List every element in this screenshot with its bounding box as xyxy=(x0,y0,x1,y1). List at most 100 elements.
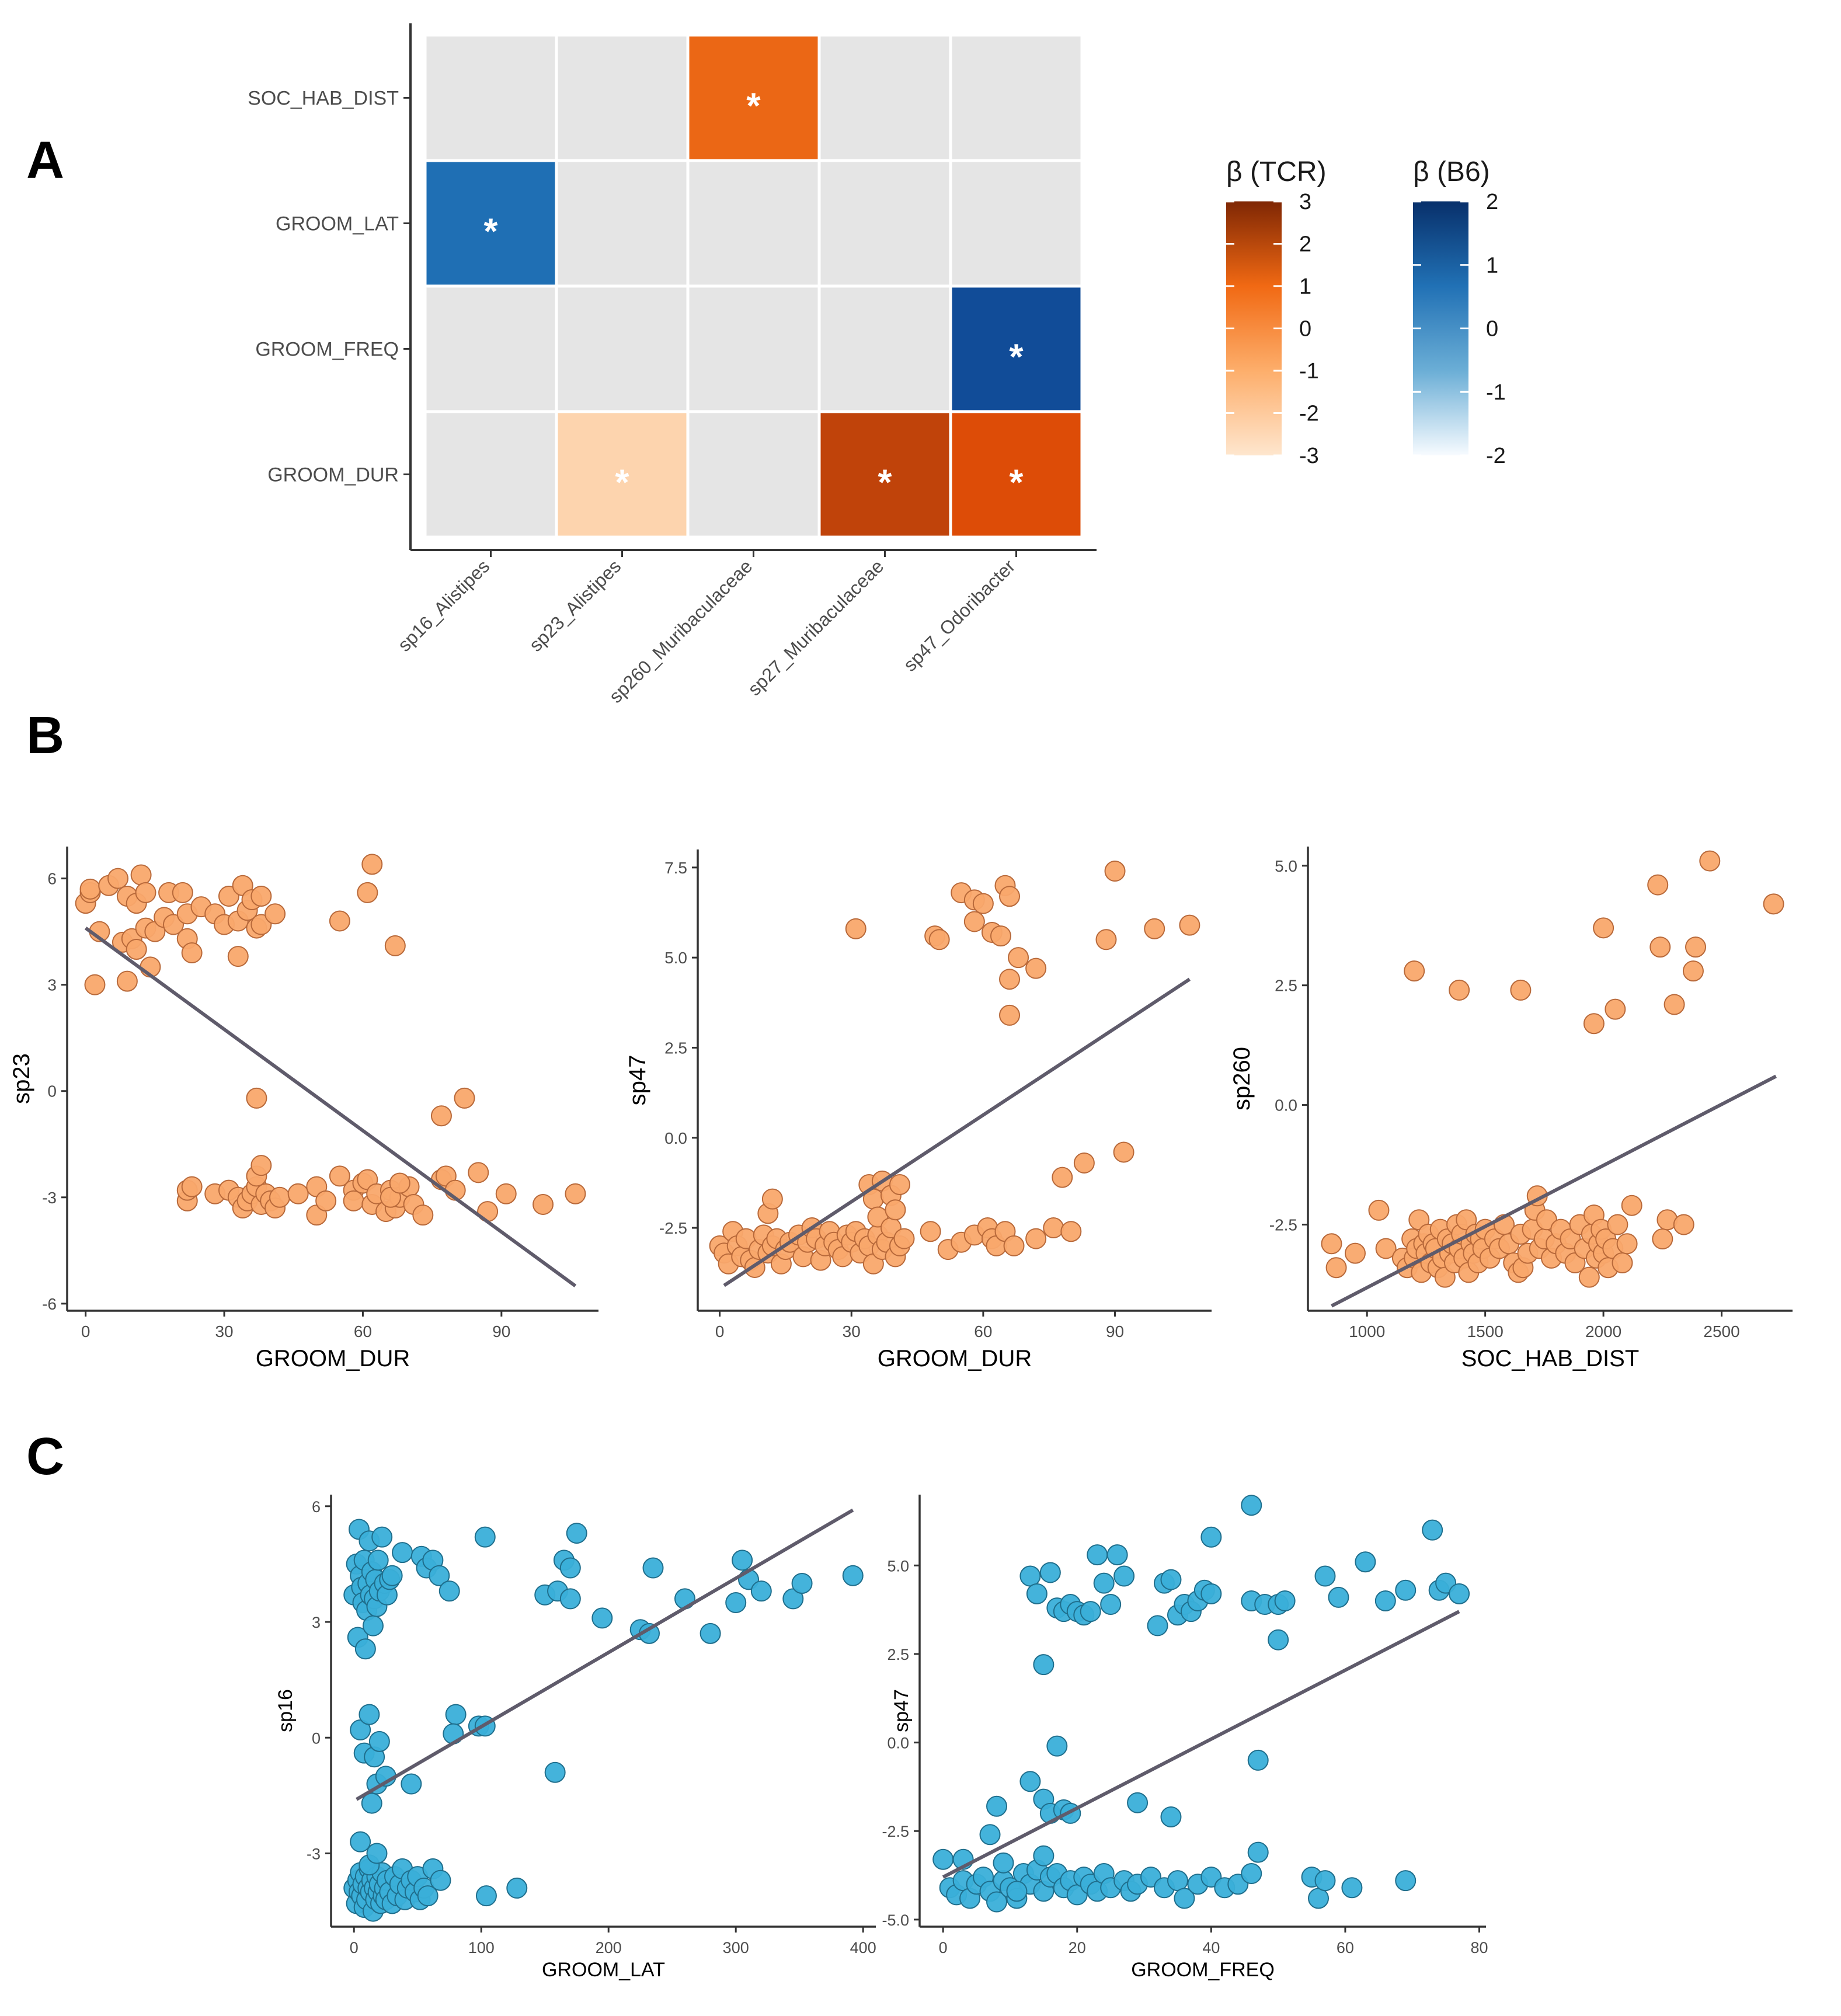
y-tick-label: -3 xyxy=(307,1845,321,1862)
scatter-point xyxy=(84,974,106,995)
regression-line xyxy=(84,927,577,1287)
heatmap-empty-cell xyxy=(555,159,690,288)
scatter-point xyxy=(1095,929,1117,950)
scatter-point xyxy=(163,914,184,935)
scatter-point xyxy=(439,1580,460,1602)
scatter-point xyxy=(1073,1152,1095,1174)
x-tick-label: 0 xyxy=(715,1322,725,1340)
scatter-point xyxy=(1344,1242,1366,1264)
scatter-point xyxy=(1685,936,1706,958)
scatter-c1: 0 100 200 300 400 -3 0 3 6 GROOM_LAT sp16 xyxy=(274,1495,876,1981)
scatter-point xyxy=(1449,1583,1470,1604)
scatter-point xyxy=(972,893,994,914)
y-tick-label: 6 xyxy=(47,870,57,888)
regression-line xyxy=(1331,1074,1777,1308)
scatter-point xyxy=(1247,1749,1269,1771)
y-axis-title: sp47 xyxy=(890,1689,913,1732)
scatter-point xyxy=(1314,1870,1336,1892)
scatter-point xyxy=(116,970,138,992)
scatter-point xyxy=(565,1183,586,1204)
scatter-point xyxy=(315,1190,337,1211)
scatter-point xyxy=(1127,1792,1149,1813)
scatter-point xyxy=(1578,1266,1600,1288)
scatter-point xyxy=(1583,1013,1605,1035)
heatmap-row-label: GROOM_FREQ xyxy=(255,339,399,361)
legend-b6: β (B6) 2 1 0 -1 -2 xyxy=(1413,156,1506,468)
scatter-point xyxy=(506,1877,528,1899)
heatmap-empty-cell xyxy=(686,284,821,413)
scatter-point xyxy=(1374,1590,1396,1611)
scatter-point xyxy=(533,1193,554,1215)
heatmap-cell-groom_dur-sp47_odoribacter xyxy=(949,410,1084,539)
heatmap-column-label: sp260_Muribaculaceae xyxy=(605,555,756,706)
scatter-point xyxy=(367,1550,389,1571)
x-tick-label: 20 xyxy=(1069,1939,1086,1956)
scatter-point xyxy=(445,1704,467,1725)
y-tick-label: 0 xyxy=(47,1082,57,1101)
y-tick-label: 0.0 xyxy=(887,1735,909,1752)
scatter-point xyxy=(1395,1579,1417,1601)
scatter-c2: 0 20 40 60 80 -5.0 -2.5 0.0 2.5 5.0 GROOM_FREQ sp47 xyxy=(882,1495,1488,1981)
scatter-point xyxy=(269,1186,290,1208)
scatter-point xyxy=(999,969,1021,990)
x-tick-label: 90 xyxy=(492,1322,510,1340)
y-tick-label: 2.5 xyxy=(664,1039,687,1057)
scatter-point xyxy=(1106,1544,1128,1566)
scatter-point xyxy=(1100,1594,1122,1615)
scatter-point xyxy=(107,868,129,889)
scatter-point xyxy=(1144,918,1165,939)
legend-title: β (TCR) xyxy=(1226,156,1327,187)
x-tick-label: 400 xyxy=(850,1939,876,1956)
scatter-point xyxy=(130,864,152,886)
x-tick-label: 90 xyxy=(1106,1322,1124,1340)
x-tick-label: 0 xyxy=(939,1939,948,1956)
scatter-point xyxy=(1621,1195,1642,1216)
scatter-point xyxy=(1274,1590,1296,1611)
scatter-point xyxy=(79,878,101,900)
y-tick-label: 0.0 xyxy=(664,1129,687,1147)
scatter-point xyxy=(1104,861,1126,882)
y-tick-label: 6 xyxy=(312,1498,321,1516)
scatter-point xyxy=(1046,1735,1068,1757)
scatter-point xyxy=(1160,1569,1182,1590)
panel-label-b: B xyxy=(26,706,64,765)
y-tick-label: 3 xyxy=(47,976,57,994)
heatmap-panel: * * * * * * SOC_HAB_DIST GROOM_LAT GROOM_FREQ GRO… xyxy=(248,23,1097,707)
panel-label-a: A xyxy=(26,131,64,190)
scatter-point xyxy=(417,1885,439,1907)
scatter-point xyxy=(381,1565,403,1586)
scatter-point xyxy=(1652,1228,1673,1250)
scatter-point xyxy=(1404,960,1425,982)
x-tick-label: 60 xyxy=(1337,1939,1354,1956)
x-tick-label: 60 xyxy=(354,1322,372,1340)
scatter-point xyxy=(1422,1519,1443,1541)
scatter-point xyxy=(1510,979,1532,1001)
scatter-point xyxy=(392,1542,413,1564)
scatter-point xyxy=(1616,1233,1638,1255)
scatter-point xyxy=(1355,1551,1376,1573)
scatter-point xyxy=(1247,1841,1269,1863)
panel-label-c: C xyxy=(26,1427,64,1486)
scatter-point xyxy=(135,882,156,903)
scatter-point xyxy=(1341,1877,1363,1899)
scatter-point xyxy=(1179,914,1200,936)
x-axis-title: SOC_HAB_DIST xyxy=(1461,1346,1640,1371)
scatter-point xyxy=(1087,1544,1108,1566)
y-tick-label: -2.5 xyxy=(1269,1216,1297,1234)
x-tick-label: 40 xyxy=(1202,1939,1220,1956)
x-tick-label: 1500 xyxy=(1467,1322,1504,1340)
scatter-point xyxy=(384,935,406,956)
x-tick-label: 200 xyxy=(596,1939,622,1956)
legend-title: β (B6) xyxy=(1413,156,1490,187)
legend-tick-label: 2 xyxy=(1486,190,1498,214)
scatter-point xyxy=(893,1228,915,1249)
heatmap-empty-cell xyxy=(949,33,1084,162)
scatter-point xyxy=(999,886,1021,907)
scatter-point xyxy=(1649,936,1671,958)
heatmap-empty-cell xyxy=(817,284,952,413)
x-tick-label: 1000 xyxy=(1349,1322,1385,1340)
heatmap-empty-cell xyxy=(686,410,821,539)
scatter-point xyxy=(1174,1888,1195,1909)
legend-colorbar xyxy=(1413,201,1468,455)
